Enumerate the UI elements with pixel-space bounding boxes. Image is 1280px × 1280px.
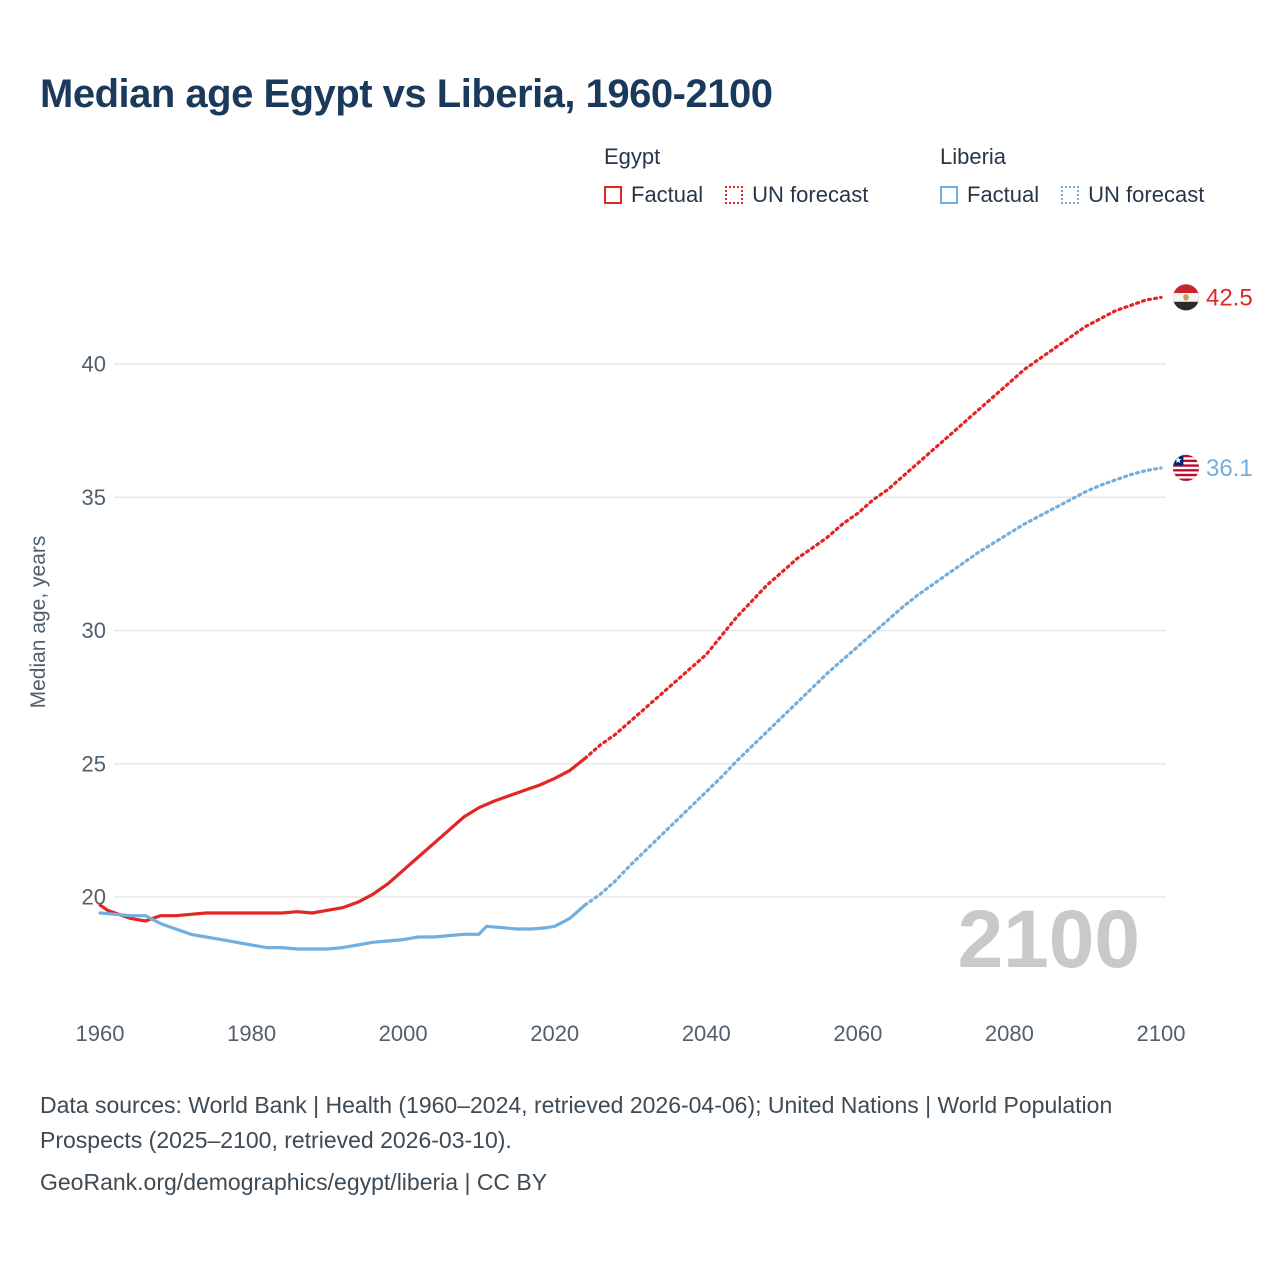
legend-egypt-name: Egypt — [604, 144, 661, 169]
y-tick-label: 25 — [82, 751, 106, 776]
page-title: Median age Egypt vs Liberia, 1960-2100 — [40, 72, 773, 116]
legend-liberia-factual-label: Factual — [967, 182, 1040, 207]
legend-egypt-forecast[interactable]: UN forecast — [725, 182, 868, 208]
x-tick-label: 2040 — [682, 1021, 731, 1046]
legend-liberia-name: Liberia — [940, 144, 1007, 169]
series-line-liberia-un-forecast — [583, 466, 1163, 907]
y-tick-label: 40 — [82, 352, 106, 377]
x-tick-label: 2020 — [530, 1021, 579, 1046]
legend-liberia-forecast[interactable]: UN forecast — [1061, 182, 1204, 208]
legend-egypt-factual-label: Factual — [631, 182, 704, 207]
legend-egypt-forecast-label: UN forecast — [752, 182, 869, 207]
x-tick-label: 2100 — [1137, 1021, 1186, 1046]
x-tick-label: 1980 — [227, 1021, 276, 1046]
chart-legend: Egypt Factual UN forecast Liberia Factua… — [0, 144, 1280, 228]
x-tick-label: 2080 — [985, 1021, 1034, 1046]
legend-liberia-forecast-label: UN forecast — [1088, 182, 1205, 207]
legend-egypt-factual[interactable]: Factual — [604, 182, 703, 208]
footer-attribution: GeoRank.org/demographics/egypt/liberia |… — [40, 1169, 548, 1196]
egypt-end-value-label: 42.5 — [1206, 284, 1253, 311]
series-line-liberia-factual — [98, 903, 587, 951]
legend-group-egypt: Egypt Factual UN forecast — [604, 144, 868, 208]
y-tick-label: 30 — [82, 618, 106, 643]
series-line-egypt-factual — [98, 756, 587, 923]
legend-liberia-row: Factual UN forecast — [940, 182, 1204, 208]
y-axis-title: Median age, years — [27, 536, 50, 709]
x-tick-label: 2000 — [379, 1021, 428, 1046]
y-tick-label: 35 — [82, 485, 106, 510]
x-tick-label: 1960 — [76, 1021, 125, 1046]
liberia-factual-swatch-icon — [940, 186, 958, 204]
footer: Data sources: World Bank | Health (1960–… — [40, 1088, 1132, 1201]
egypt-factual-swatch-icon — [604, 186, 622, 204]
chart-watermark: 2100 — [958, 894, 1140, 985]
legend-egypt-row: Factual UN forecast — [604, 182, 868, 208]
legend-liberia-factual[interactable]: Factual — [940, 182, 1039, 208]
liberia-flag-icon — [1172, 454, 1200, 482]
series-line-egypt-un-forecast — [583, 295, 1163, 761]
egypt-forecast-swatch-icon — [725, 186, 744, 204]
liberia-forecast-swatch-icon — [1061, 186, 1080, 204]
footer-data-sources: Data sources: World Bank | Health (1960–… — [40, 1092, 1113, 1154]
legend-group-liberia: Liberia Factual UN forecast — [940, 144, 1204, 208]
egypt-flag-icon — [1172, 283, 1200, 311]
x-tick-label: 2060 — [833, 1021, 882, 1046]
liberia-end-value-label: 36.1 — [1206, 455, 1253, 482]
